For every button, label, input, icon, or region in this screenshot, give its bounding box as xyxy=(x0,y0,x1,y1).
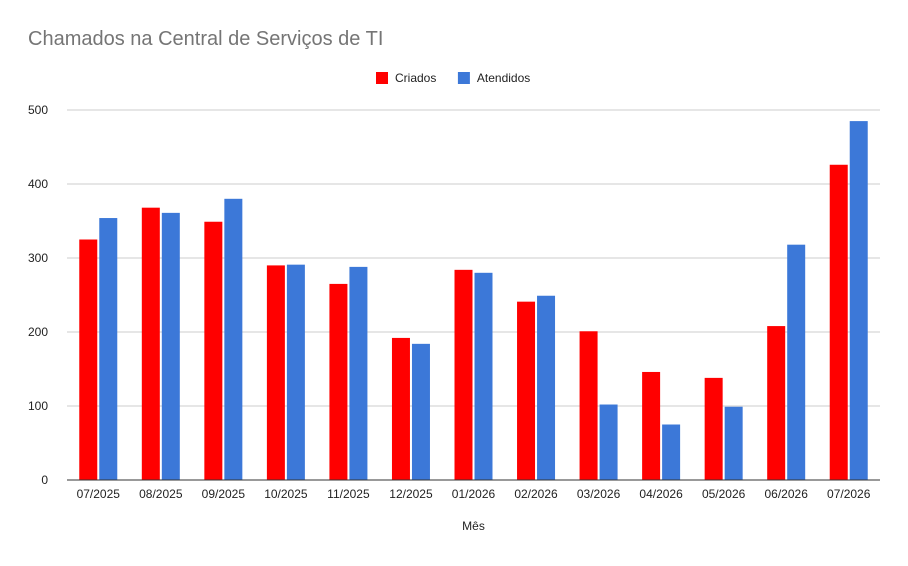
y-tick-label: 100 xyxy=(28,399,48,413)
x-tick-label: 02/2026 xyxy=(514,487,558,501)
bar-atendidos xyxy=(349,266,368,480)
bar-criados xyxy=(391,337,410,480)
bar-criados xyxy=(767,326,786,480)
legend-swatch-atendidos xyxy=(457,72,470,84)
bar-criados xyxy=(79,239,98,480)
x-tick-label: 07/2026 xyxy=(827,487,871,501)
x-tick-label: 12/2025 xyxy=(389,487,433,501)
legend-label-criados: Criados xyxy=(395,71,436,85)
chart-title: Chamados na Central de Serviços de TI xyxy=(28,28,384,50)
y-tick-label: 200 xyxy=(28,325,48,339)
bar-atendidos xyxy=(286,264,305,480)
bar-atendidos xyxy=(411,343,430,480)
bar-criados xyxy=(704,377,723,480)
x-tick-label: 09/2025 xyxy=(202,487,246,501)
bar-criados xyxy=(329,283,348,480)
y-tick-label: 500 xyxy=(28,103,48,117)
x-tick-label: 06/2026 xyxy=(764,487,808,501)
bars xyxy=(79,121,868,481)
x-tick-label: 03/2026 xyxy=(577,487,621,501)
bar-atendidos xyxy=(224,198,243,481)
bar-atendidos xyxy=(662,424,681,480)
x-tick-label: 10/2025 xyxy=(264,487,308,501)
bar-atendidos xyxy=(599,404,618,480)
bar-criados xyxy=(266,265,285,480)
gridlines xyxy=(67,109,880,407)
bar-criados xyxy=(829,164,848,480)
x-tick-label: 11/2025 xyxy=(327,487,370,501)
bar-atendidos xyxy=(161,212,180,481)
bar-criados xyxy=(204,221,223,481)
bar-criados xyxy=(454,269,473,480)
bar-atendidos xyxy=(99,218,118,481)
x-tick-label: 07/2025 xyxy=(77,487,121,501)
bar-criados xyxy=(517,301,536,480)
x-tick-label: 01/2026 xyxy=(452,487,496,501)
bar-criados xyxy=(141,207,160,480)
bar-atendidos xyxy=(537,295,556,480)
x-axis-ticks: 07/2025 08/2025 09/2025 10/2025 11/2025 12/20… xyxy=(77,487,871,501)
x-tick-label: 04/2026 xyxy=(639,487,683,501)
y-axis-ticks: 0 100 200 300 400 500 xyxy=(28,103,48,487)
x-tick-label: 08/2025 xyxy=(139,487,183,501)
bar-atendidos xyxy=(849,121,868,480)
legend-swatch-criados xyxy=(376,72,388,84)
bar-atendidos xyxy=(474,272,493,480)
y-tick-label: 400 xyxy=(28,177,48,191)
x-tick-label: 05/2026 xyxy=(702,487,746,501)
legend-label-atendidos: Atendidos xyxy=(477,71,530,85)
y-tick-label: 300 xyxy=(28,251,48,265)
bar-atendidos xyxy=(787,244,806,480)
legend: Criados Atendidos xyxy=(376,71,530,85)
x-axis-title: Mês xyxy=(462,519,485,533)
bar-atendidos xyxy=(724,406,743,480)
y-tick-label: 0 xyxy=(41,473,48,487)
bar-criados xyxy=(579,331,598,480)
bar-criados xyxy=(642,371,661,480)
